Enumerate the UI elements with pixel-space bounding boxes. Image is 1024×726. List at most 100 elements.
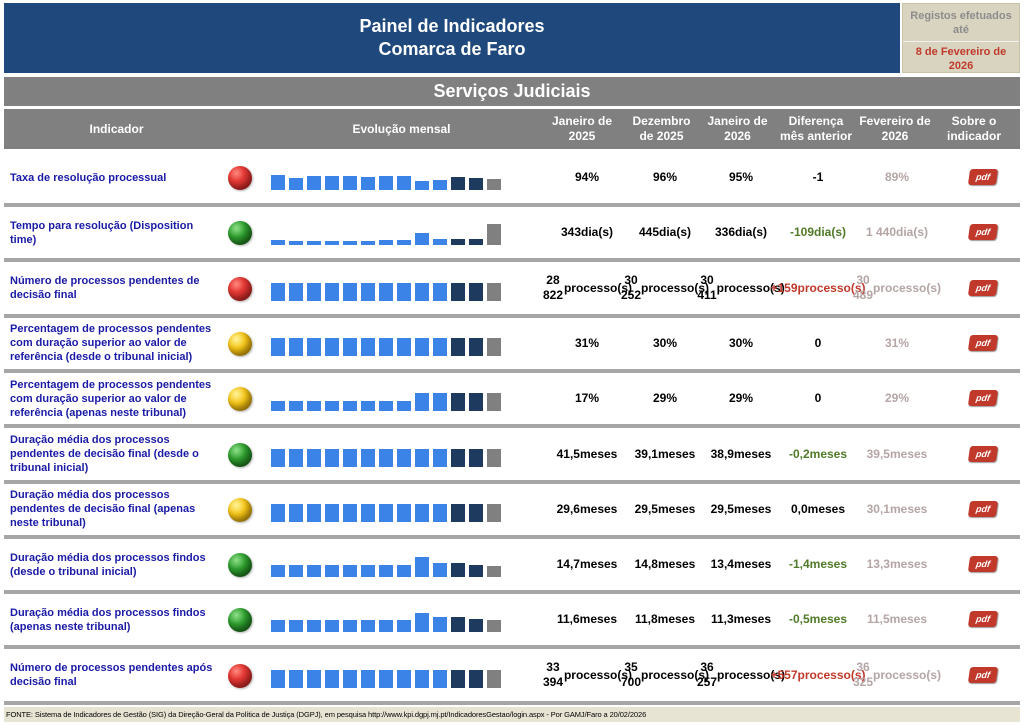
sparkline-bar	[451, 337, 465, 356]
indicator-name[interactable]: Número de processos pendentes após decis…	[10, 662, 213, 689]
sparkline-bar	[343, 669, 357, 688]
sparkline-bar	[289, 241, 303, 246]
value-fev2026: 30,1 meses	[866, 501, 928, 516]
sparkline-bar	[325, 620, 339, 633]
sparkline-bar	[397, 620, 411, 633]
pdf-icon[interactable]: pdf	[967, 224, 999, 241]
indicator-name[interactable]: Duração média dos processos pendentes de…	[10, 489, 196, 530]
title-line-2: Comarca de Faro	[378, 39, 526, 59]
pdf-icon[interactable]: pdf	[967, 611, 999, 628]
value-dez2025: 39,1 meses	[634, 446, 696, 461]
value-jan2025: 29,6 meses	[556, 501, 618, 516]
indicator-name[interactable]: Duração média dos processos findos (apen…	[10, 606, 206, 633]
sparkline-bar	[325, 503, 339, 522]
table-row: Tempo para resolução (Disposition time) 3…	[4, 207, 1020, 263]
monthly-evolution-sparkline	[267, 373, 537, 424]
value-jan2025: 33 394 processo(s)	[542, 660, 632, 690]
green-light-icon	[228, 553, 252, 578]
value-jan2026: 29%	[728, 391, 754, 406]
value-jan2025: 17%	[574, 391, 600, 406]
sparkline-bar	[415, 282, 429, 301]
sparkline-bar	[397, 176, 411, 190]
sparkline-bar	[271, 503, 285, 522]
table-row: Duração média dos processos findos (desd…	[4, 539, 1020, 595]
value-dez2025: 30%	[652, 335, 678, 350]
sparkline-bar	[325, 241, 339, 246]
sparkline-bar	[361, 401, 375, 412]
monthly-evolution-sparkline	[267, 484, 537, 535]
value-fev2026: 89%	[884, 170, 910, 184]
sparkline-bar	[487, 224, 501, 246]
value-jan2026: 11,3 meses	[710, 612, 772, 627]
sparkline-bar	[361, 282, 375, 301]
indicator-name[interactable]: Percentagem de processos pendentes com d…	[10, 378, 212, 419]
value-diff: 0	[814, 391, 822, 406]
table-row: Taxa de resolução processual 94% 96% 95% -1 8…	[4, 152, 1020, 207]
pdf-icon[interactable]: pdf	[967, 390, 999, 407]
value-jan2026: 30 411 processo(s)	[697, 273, 785, 303]
sparkline-bar	[271, 565, 285, 578]
yellow-light-icon	[228, 387, 252, 412]
source-footer: FONTE: Sistema de Indicadores de Gestão …	[4, 707, 1020, 722]
sparkline-bar	[451, 448, 465, 467]
value-diff: -109 dia(s)	[789, 225, 847, 240]
sparkline-bar	[415, 337, 429, 356]
sparkline-bar	[307, 565, 321, 578]
value-dez2025: 35 700 processo(s)	[620, 660, 710, 690]
sparkline-bar	[487, 393, 501, 412]
sparkline-bar	[433, 448, 447, 467]
sparkline-bar	[307, 282, 321, 301]
sparkline-bar	[415, 613, 429, 633]
value-jan2025: 343 dia(s)	[560, 225, 614, 240]
sparkline-bar	[451, 503, 465, 522]
sparkline-bar	[307, 176, 321, 190]
sparkline-bar	[325, 401, 339, 412]
indicator-name[interactable]: Tempo para resolução (Disposition time)	[10, 219, 194, 246]
pdf-icon[interactable]: pdf	[967, 334, 999, 351]
sparkline-bar	[397, 401, 411, 412]
value-jan2025: 94%	[574, 170, 600, 184]
pdf-icon[interactable]: pdf	[967, 666, 999, 683]
dashboard-title: Painel de Indicadores Comarca de Faro	[4, 3, 900, 73]
sparkline-bar	[343, 282, 357, 301]
sparkline-bar	[379, 401, 393, 412]
sparkline-bar	[379, 176, 393, 190]
value-diff: -0,2 meses	[788, 446, 848, 461]
indicator-name[interactable]: Duração média dos processos findos (desd…	[10, 551, 206, 578]
value-jan2026: 336 dia(s)	[714, 225, 768, 240]
value-dez2025: 29,5 meses	[634, 501, 696, 516]
pdf-icon[interactable]: pdf	[967, 500, 999, 517]
monthly-evolution-sparkline	[267, 429, 537, 480]
sparkline-bar	[469, 178, 483, 190]
sparkline-bar	[289, 669, 303, 688]
sparkline-bar	[433, 180, 447, 190]
col-diferenca: Diferença mês anterior	[779, 114, 853, 143]
sparkline-bar	[307, 401, 321, 412]
sparkline-bar	[325, 337, 339, 356]
col-jan2026: Janeiro de 2026	[707, 114, 768, 143]
value-jan2026: 36 257 processo(s)	[696, 660, 786, 690]
pdf-icon[interactable]: pdf	[967, 169, 999, 185]
sparkline-bar	[433, 239, 447, 246]
registos-divider	[903, 41, 1019, 42]
pdf-icon[interactable]: pdf	[967, 556, 999, 573]
value-fev2026: 1 440 dia(s)	[865, 225, 929, 240]
value-diff: 0	[814, 335, 822, 350]
sparkline-bar	[325, 282, 339, 301]
indicator-name[interactable]: Taxa de resolução processual	[10, 171, 167, 184]
sparkline-bar	[343, 241, 357, 246]
table-row: Percentagem de processos pendentes com d…	[4, 373, 1020, 429]
indicator-name[interactable]: Duração média dos processos pendentes de…	[10, 434, 199, 474]
indicator-name[interactable]: Percentagem de processos pendentes com d…	[10, 323, 212, 364]
pdf-icon[interactable]: pdf	[967, 445, 999, 462]
sparkline-bar	[469, 565, 483, 578]
sparkline-bar	[325, 448, 339, 467]
sparkline-bar	[343, 448, 357, 467]
sparkline-bar	[433, 337, 447, 356]
pdf-icon[interactable]: pdf	[967, 279, 999, 296]
sparkline-bar	[433, 393, 447, 412]
value-fev2026: 39,5 meses	[866, 446, 928, 461]
sparkline-bar	[361, 241, 375, 246]
sparkline-bar	[451, 239, 465, 246]
indicator-name[interactable]: Número de processos pendentes de decisão…	[10, 275, 200, 302]
